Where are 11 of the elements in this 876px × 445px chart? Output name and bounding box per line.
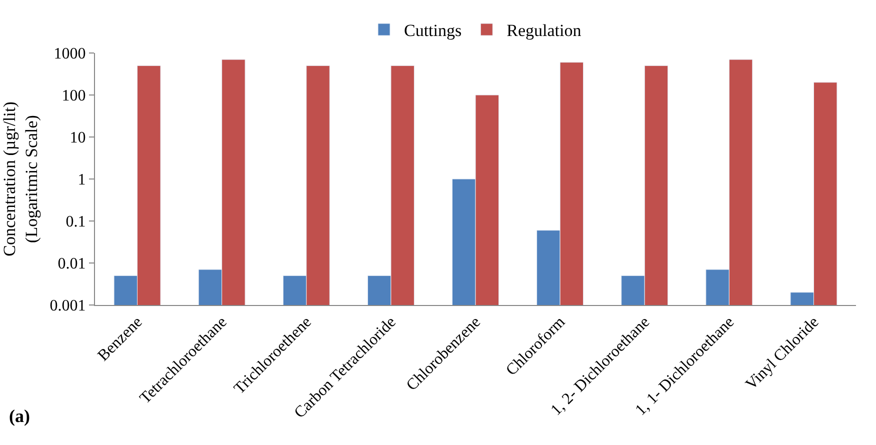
- y-tick-label: 100: [62, 88, 86, 105]
- y-tick-label: 1000: [54, 46, 86, 63]
- legend-label: Cuttings: [404, 21, 462, 40]
- text: (a): [9, 406, 30, 426]
- legend-label: Regulation: [506, 21, 582, 40]
- y-tick-label: 10: [70, 130, 86, 147]
- y-tick-label: 0.1: [66, 214, 86, 231]
- y-tick-label: 1: [78, 172, 86, 189]
- y-axis-title: Concentration (µgr/lit) (Logaritmic Scale): [0, 102, 42, 256]
- y-tick-label: 0.01: [58, 256, 86, 273]
- y-tick-label: 0.001: [50, 298, 86, 315]
